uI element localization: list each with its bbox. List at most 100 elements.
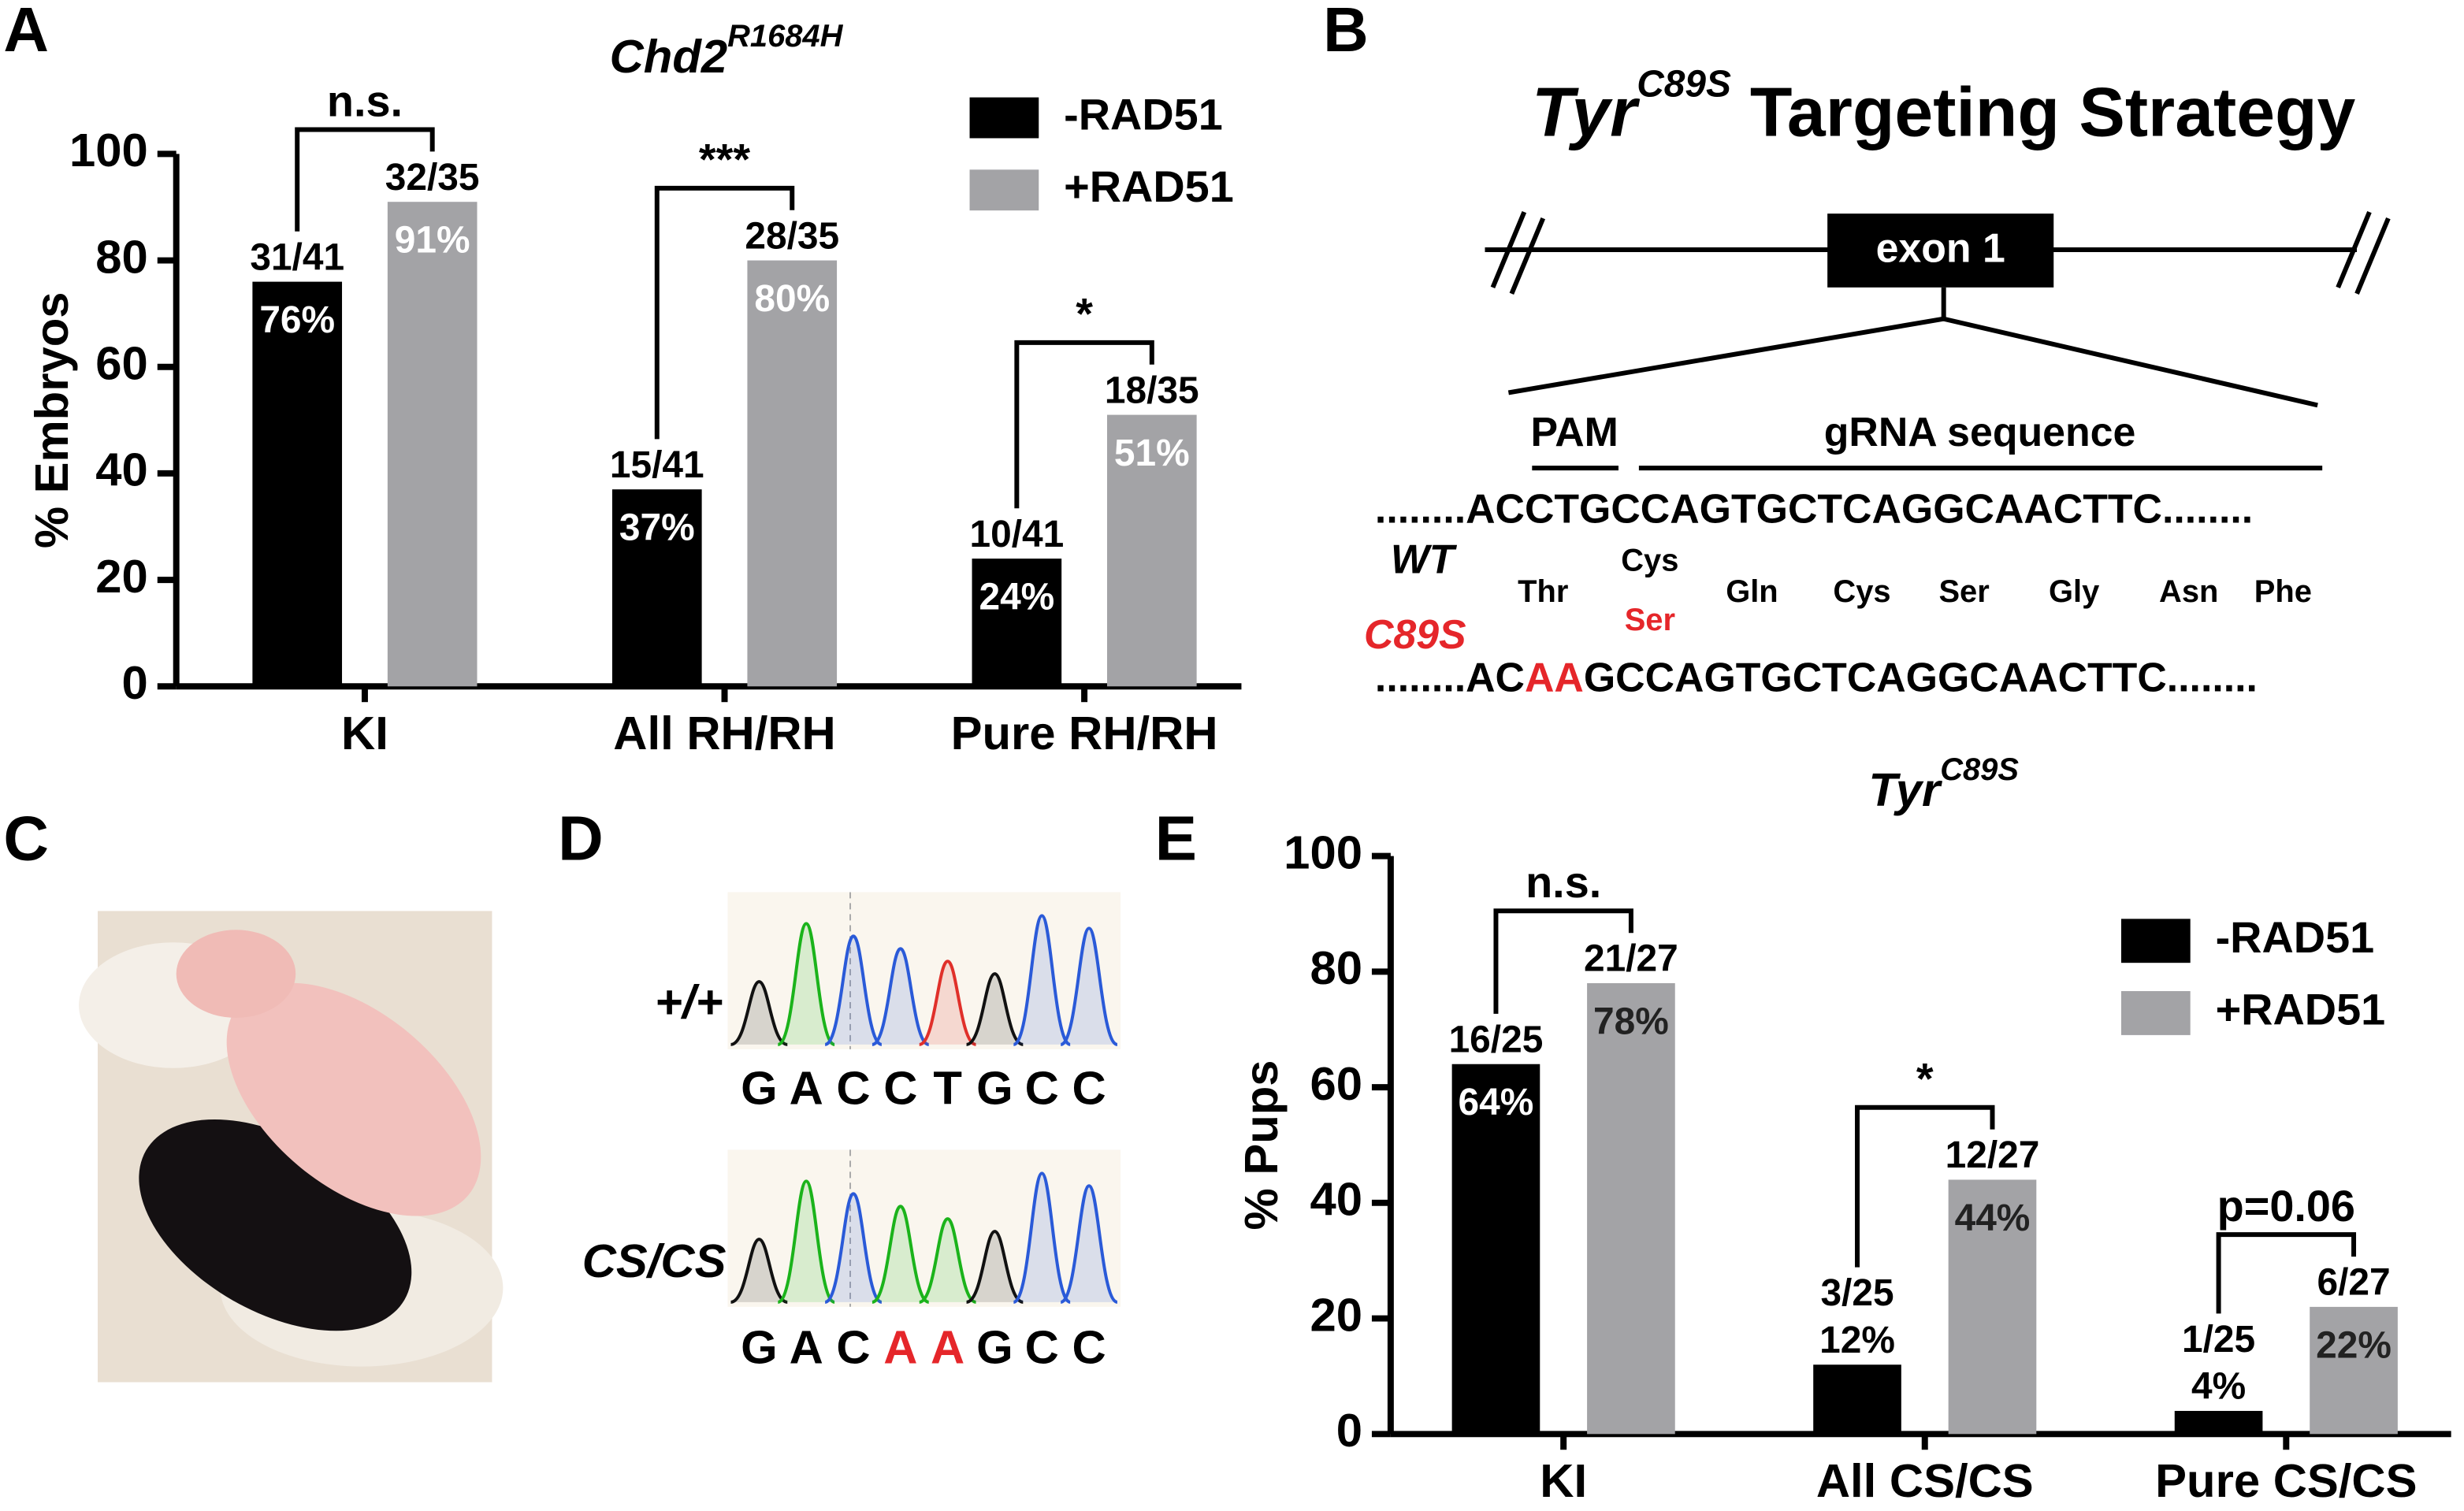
legend-label: -RAD51 [2216, 912, 2375, 962]
base: G [741, 1320, 778, 1373]
fraction-label: 12/27 [1946, 1134, 2040, 1176]
bar [1587, 983, 1675, 1435]
peak [918, 1217, 977, 1304]
significance-bracket [1014, 340, 1154, 509]
bar [387, 202, 478, 687]
title-superscript: C89S [1637, 63, 1731, 105]
peak [824, 1192, 883, 1304]
bar [1948, 1179, 2037, 1435]
title-superscript: C89S [1940, 752, 2019, 786]
base: G [976, 1061, 1013, 1114]
panel-label: E [1155, 804, 1197, 874]
significance-bracket [1493, 908, 1633, 1014]
value-label: 24% [979, 577, 1054, 618]
base: T [933, 1061, 962, 1114]
fraction-label: 1/25 [2182, 1319, 2255, 1361]
significance-label: * [1916, 1054, 1934, 1104]
x-tick-label: All RH/RH [613, 707, 835, 759]
bar [972, 559, 1062, 687]
y-tick-label: 20 [95, 550, 148, 603]
base: C [1072, 1320, 1106, 1373]
panel-label: A [3, 0, 49, 65]
base: A [931, 1320, 964, 1373]
amino-acid: Thr [1518, 574, 1568, 609]
peak [824, 934, 883, 1046]
charts: Chd2R1684H % Embryos 0 20 40 60 80 100 KI 76% 31/4… [25, 18, 2451, 1507]
bar [2174, 1410, 2263, 1435]
y-tick-label: 100 [1284, 826, 1362, 878]
title-main: Chd2 [610, 30, 728, 83]
legend-swatch [969, 97, 1039, 139]
peak [1013, 1171, 1072, 1304]
significance-label: * [1076, 289, 1093, 339]
chart-title: TyrC89S [1868, 752, 2019, 815]
legend-swatch [2120, 919, 2191, 963]
peak [730, 1238, 788, 1304]
peak [918, 960, 977, 1046]
base: C [836, 1320, 870, 1373]
value-label: 4% [2191, 1366, 2246, 1408]
peak [1013, 914, 1072, 1046]
value-label: 91% [395, 220, 470, 262]
value-label: 12% [1819, 1320, 1895, 1361]
value-label: 51% [1114, 433, 1190, 474]
bar [747, 260, 838, 687]
panel-b-title: TyrC89S Targeting Strategy [1532, 63, 2356, 150]
base: C [1072, 1061, 1106, 1114]
grna-label: gRNA sequence [1824, 409, 2136, 455]
y-tick-label: 60 [1310, 1057, 1362, 1110]
peak [730, 980, 788, 1046]
peak [1060, 926, 1118, 1046]
y-axis-label: % Pups [1235, 1060, 1288, 1230]
value-label: 44% [1955, 1197, 2031, 1239]
significance-label: n.s. [327, 76, 403, 125]
amino-acid: Gly [2049, 574, 2099, 609]
peak [872, 947, 930, 1046]
bar [611, 489, 702, 687]
base: C [883, 1061, 917, 1114]
fraction-label: 15/41 [610, 444, 704, 486]
value-label: 80% [754, 278, 830, 320]
exon-label: exon 1 [1876, 225, 2005, 271]
legend-label: -RAD51 [1064, 89, 1223, 139]
y-tick-label: 20 [1310, 1288, 1362, 1341]
y-tick-label: 0 [1336, 1404, 1362, 1457]
seq-mutation: AA [1525, 654, 1584, 700]
fraction-label: 21/27 [1584, 938, 1678, 980]
title-superscript: R1684H [727, 18, 843, 53]
bar [1813, 1364, 1901, 1435]
value-label: 22% [2316, 1324, 2392, 1366]
base: C [1025, 1061, 1059, 1114]
y-axis-label: % Embryos [25, 291, 78, 548]
amino-acid: Gln [1726, 574, 1778, 609]
fraction-label: 16/25 [1449, 1019, 1544, 1060]
genotype-label: CS/CS [582, 1234, 727, 1287]
panel-label: B [1323, 0, 1369, 65]
peak [965, 972, 1024, 1046]
legend-swatch [2120, 991, 2191, 1035]
value-label: 76% [259, 299, 335, 341]
bar [1106, 414, 1197, 687]
chart-title: Chd2R1684H [610, 18, 844, 82]
amino-acid: Cys [1621, 543, 1678, 577]
x-tick-label: All CS/CS [1816, 1454, 2034, 1507]
bar [2310, 1306, 2398, 1435]
value-label: 78% [1593, 1001, 1669, 1042]
value-label: 64% [1459, 1082, 1534, 1123]
chromatogram-bg [727, 1149, 1121, 1307]
amino-acid: Ser [1938, 574, 1989, 609]
x-tick-label: Pure RH/RH [951, 707, 1218, 759]
legend-label: +RAD51 [2216, 985, 2386, 1034]
fraction-label: 31/41 [250, 236, 344, 278]
mutant-label: C89S [1364, 611, 1466, 657]
x-tick-label: KI [1540, 1454, 1587, 1507]
title-rest: Targeting Strategy [1750, 74, 2356, 151]
y-tick-label: 0 [122, 656, 148, 709]
exon-box [1827, 213, 2054, 288]
fraction-label: 10/41 [969, 514, 1064, 555]
title-italic: Tyr [1532, 74, 1641, 151]
base: A [790, 1061, 823, 1114]
base: A [883, 1320, 917, 1373]
fraction-label: 6/27 [2317, 1262, 2390, 1304]
